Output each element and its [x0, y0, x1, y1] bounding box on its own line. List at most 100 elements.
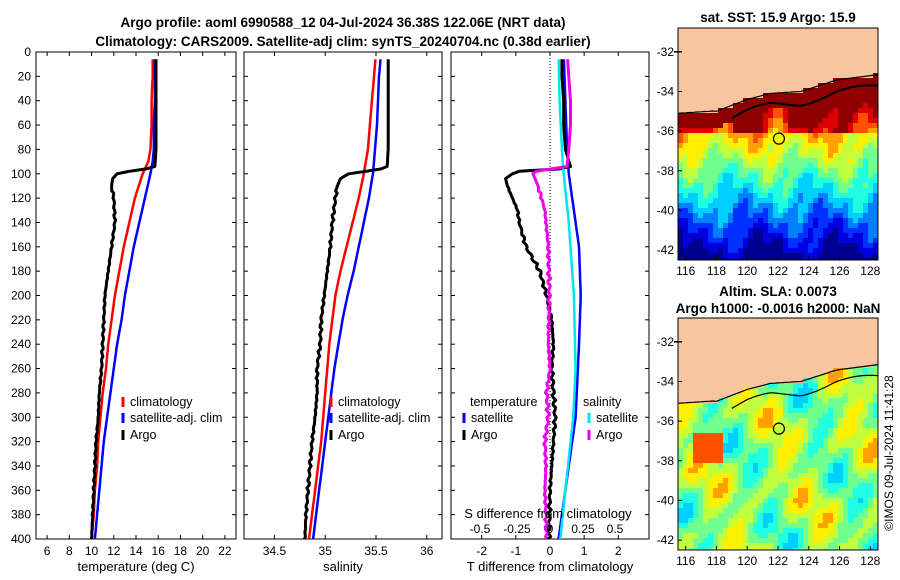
map-cell [778, 208, 783, 213]
map-cell [858, 98, 863, 103]
map-cell [713, 493, 718, 498]
map-cell [848, 433, 853, 438]
map-cell [758, 433, 763, 438]
map-cell [713, 453, 718, 458]
map-cell [783, 438, 788, 443]
map-cell [843, 213, 848, 218]
map-cell [758, 208, 763, 213]
map-cell [773, 163, 778, 168]
depth-tick-label: 80 [18, 142, 32, 156]
map-cell [818, 493, 823, 498]
map-cell [868, 473, 873, 478]
map-cell [708, 503, 713, 508]
depth-tick-label: 180 [11, 264, 31, 278]
salinity-xlabel: salinity [323, 559, 363, 574]
map-cell [818, 533, 823, 538]
map-cell [728, 153, 733, 158]
map-cell [708, 228, 713, 233]
map-cell [828, 113, 833, 118]
map-cell [683, 428, 688, 433]
map-cell [773, 108, 778, 113]
map-cell [788, 403, 793, 408]
map-cell [723, 158, 728, 163]
map-cell [768, 218, 773, 223]
map-cell [798, 538, 803, 543]
map-cell [813, 243, 818, 248]
map-cell [703, 523, 708, 528]
map-cell [858, 463, 863, 468]
map-cell [718, 543, 723, 548]
map-cell [808, 378, 813, 383]
map-cell [713, 523, 718, 528]
map-cell [703, 538, 708, 543]
x-tick-label: 16 [152, 544, 166, 558]
map-cell [823, 128, 828, 133]
map-cell [708, 423, 713, 428]
map-cell [788, 123, 793, 128]
map-lon-tick-label: 124 [799, 554, 819, 568]
coastline [678, 364, 878, 404]
map-cell [723, 233, 728, 238]
map-cell [818, 163, 823, 168]
map-cell [848, 508, 853, 513]
map-cell [813, 443, 818, 448]
map-cell [688, 133, 693, 138]
map-cell [693, 253, 698, 258]
map-cell [728, 208, 733, 213]
map-cell [803, 133, 808, 138]
map-cell [803, 238, 808, 243]
map-cell [783, 483, 788, 488]
map-cell [733, 533, 738, 538]
map-cell [863, 403, 868, 408]
map-cell [738, 393, 743, 398]
map-cell [863, 223, 868, 228]
map-cell [748, 163, 753, 168]
map-cell [708, 473, 713, 478]
map-cell [863, 508, 868, 513]
map-cell [678, 463, 683, 468]
map-lon-tick-label: 128 [860, 554, 880, 568]
map-cell [868, 138, 873, 143]
map-cell [858, 508, 863, 513]
map-cell [688, 488, 693, 493]
map-cell [873, 453, 878, 458]
map-cell [798, 178, 803, 183]
map-cell [868, 533, 873, 538]
map-cell [803, 433, 808, 438]
map-cell [738, 548, 743, 550]
map-cell [823, 478, 828, 483]
map-cell [778, 383, 783, 388]
map-cell [808, 508, 813, 513]
map-cell [783, 258, 788, 260]
map-cell [828, 148, 833, 153]
map-cell [733, 108, 738, 113]
map-cell [783, 148, 788, 153]
map-cell [778, 193, 783, 198]
map-cell [713, 118, 718, 123]
map-cell [863, 488, 868, 493]
map-cell [698, 178, 703, 183]
map-cell [788, 388, 793, 393]
map-cell [843, 473, 848, 478]
map-cell [863, 388, 868, 393]
map-cell [823, 218, 828, 223]
map-lon-tick-label: 120 [737, 264, 757, 278]
depth-tick-label: 100 [11, 167, 31, 181]
map-cell [828, 213, 833, 218]
map-cell [818, 158, 823, 163]
map-cell [693, 418, 698, 423]
map-cell [743, 163, 748, 168]
map-cell [858, 238, 863, 243]
map-cell [858, 133, 863, 138]
map-cell [693, 433, 698, 438]
map-cell [743, 153, 748, 158]
map-cell [763, 118, 768, 123]
map-cell [758, 468, 763, 473]
map-cell [758, 498, 763, 503]
map-cell [723, 208, 728, 213]
map-cell [853, 393, 858, 398]
map-cell [753, 388, 758, 393]
map-cell [838, 243, 843, 248]
map-cell [783, 138, 788, 143]
map-field [678, 28, 878, 260]
